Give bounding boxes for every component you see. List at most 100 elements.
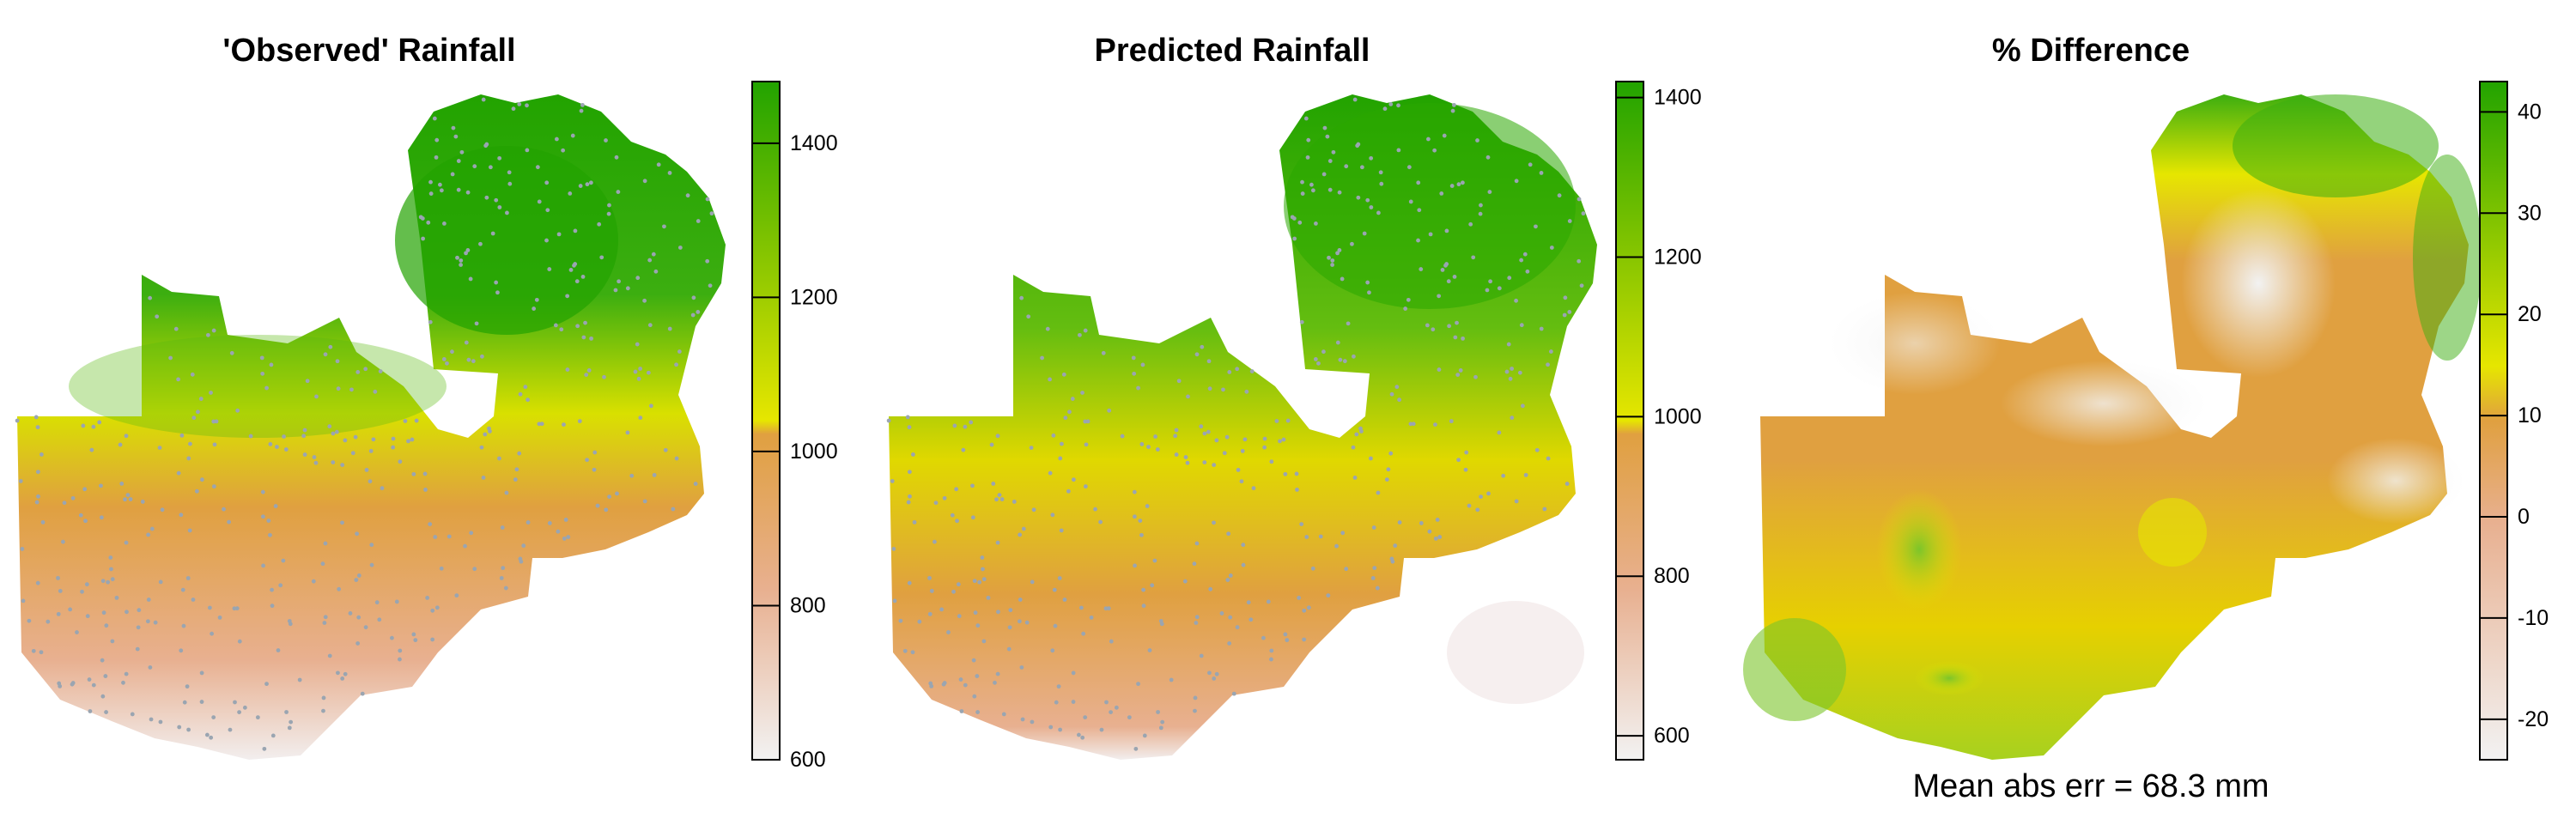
observation-point: [459, 263, 464, 267]
observation-point: [1447, 324, 1452, 329]
observation-point: [469, 531, 474, 536]
observation-point: [124, 540, 129, 545]
observation-point: [260, 371, 265, 376]
observation-point: [1193, 695, 1198, 701]
observation-point: [456, 159, 461, 163]
observation-point: [1297, 220, 1303, 225]
observation-point: [465, 248, 471, 252]
observation-point: [1207, 670, 1212, 676]
observation-point: [1132, 489, 1137, 494]
observation-point: [103, 674, 108, 678]
observation-point: [145, 619, 150, 624]
observation-point: [963, 424, 968, 429]
observation-point: [406, 439, 410, 444]
observation-point: [986, 595, 991, 600]
observation-point: [928, 681, 933, 686]
observation-point: [75, 630, 79, 634]
observation-point: [297, 677, 302, 682]
observation-point: [981, 567, 985, 572]
observation-point: [1437, 367, 1442, 372]
observation-point: [146, 532, 151, 537]
observation-point: [1408, 199, 1413, 204]
observation-point: [237, 639, 242, 644]
observation-point: [1185, 460, 1190, 465]
observation-point: [210, 631, 215, 636]
observation-point: [1158, 725, 1163, 731]
observation-point: [368, 448, 374, 453]
observation-point: [1488, 279, 1493, 284]
observation-point: [559, 327, 564, 332]
observation-point: [217, 615, 222, 620]
observation-point: [158, 579, 163, 585]
legend-tick-label: 1200: [790, 285, 838, 309]
observation-point: [970, 483, 975, 488]
observation-point: [537, 199, 542, 204]
observation-point: [975, 674, 980, 678]
observation-point: [544, 238, 549, 243]
observation-point: [959, 709, 964, 713]
observation-point: [57, 681, 62, 686]
observation-point: [981, 577, 987, 582]
observation-point: [314, 394, 319, 399]
observation-point: [420, 216, 425, 221]
observation-point: [108, 555, 113, 560]
observation-point: [1306, 137, 1311, 143]
observation-point: [994, 497, 999, 502]
observation-point: [956, 582, 961, 587]
observation-point: [973, 610, 978, 616]
observation-point: [1419, 267, 1424, 271]
observation-point: [1439, 191, 1444, 196]
observation-point: [635, 342, 640, 347]
observation-point: [636, 376, 641, 381]
observation-point: [323, 352, 328, 357]
observation-point: [1182, 579, 1188, 584]
observation-point: [638, 367, 643, 371]
observation-point: [1133, 746, 1139, 751]
observation-point: [18, 479, 23, 483]
observation-point: [1510, 415, 1515, 421]
observation-point: [15, 418, 20, 423]
observation-point: [91, 424, 96, 429]
observation-point: [484, 142, 489, 147]
observation-point: [1455, 373, 1461, 377]
legend-tick-label: 30: [2518, 201, 2542, 225]
observation-point: [1478, 211, 1483, 216]
panel-title-observed: 'Observed' Rainfall: [222, 33, 516, 69]
observation-point: [261, 514, 265, 519]
observation-point: [592, 450, 598, 455]
observation-point: [343, 671, 348, 676]
observation-point: [211, 419, 216, 424]
observation-point: [975, 623, 981, 628]
observation-point: [1251, 486, 1256, 491]
observation-point: [1497, 430, 1502, 435]
observation-point: [447, 534, 452, 539]
observation-point: [1453, 335, 1458, 340]
observation-point: [1567, 219, 1572, 223]
observation-point: [1158, 619, 1163, 623]
observation-point: [177, 725, 182, 730]
observation-point: [1534, 224, 1538, 229]
observation-point: [287, 619, 292, 623]
observation-point: [1427, 529, 1432, 534]
observation-point: [411, 471, 416, 476]
observation-point: [1479, 494, 1483, 500]
observation-point: [1397, 397, 1402, 403]
observation-point: [1142, 733, 1147, 738]
observation-point: [1241, 543, 1246, 548]
observation-point: [1206, 359, 1212, 364]
observation-point: [575, 324, 580, 329]
observation-point: [1221, 387, 1225, 392]
observation-point: [118, 442, 123, 447]
observation-point: [301, 434, 307, 439]
observation-point: [422, 471, 428, 476]
observation-point: [84, 582, 89, 587]
observation-point: [1083, 484, 1088, 489]
observation-point: [961, 447, 966, 452]
observation-point: [403, 419, 408, 423]
observation-point: [1299, 319, 1304, 324]
observation-point: [1080, 391, 1084, 395]
observation-point: [180, 587, 185, 592]
observation-point: [518, 391, 523, 397]
observation-point: [56, 611, 61, 616]
observation-point: [690, 312, 696, 318]
